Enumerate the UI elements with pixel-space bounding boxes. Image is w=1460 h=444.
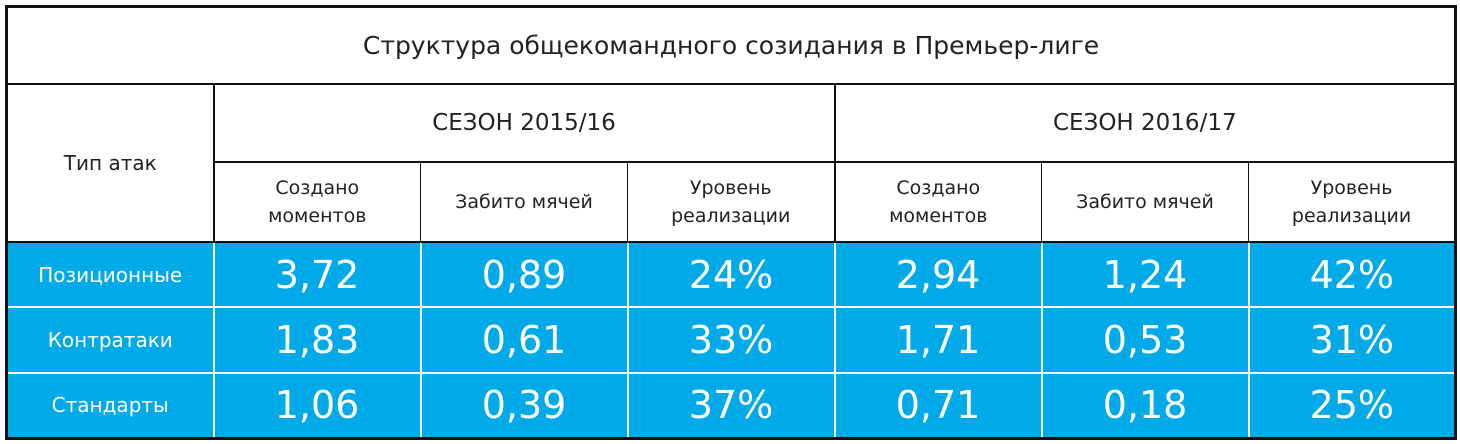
column-header-line: Создано: [275, 177, 360, 199]
table-title: Структура общекомандного созидания в Пре…: [6, 6, 1456, 85]
column-header-line: Забито мячей: [1076, 191, 1214, 213]
title-row: Структура общекомандного созидания в Пре…: [6, 6, 1456, 85]
column-header: Уровень реализации: [627, 162, 835, 243]
data-cell: 33%: [626, 306, 836, 374]
column-header: Уровень реализации: [1247, 162, 1456, 243]
column-header-line: реализации: [671, 205, 791, 227]
data-cell: 0,39: [419, 371, 629, 440]
data-cell: 1,24: [1040, 240, 1250, 309]
data-cell: 1,83: [212, 306, 422, 374]
column-header: Забито мячей: [1041, 162, 1249, 243]
data-cell: 0,61: [419, 306, 629, 374]
column-header-line: моментов: [268, 205, 367, 227]
stats-table: Структура общекомандного созидания в Пре…: [5, 5, 1458, 440]
season-header: СЕЗОН 2015/16: [212, 84, 835, 163]
column-row: Создано моментов Забито мячей Уровень реализ…: [7, 162, 1456, 243]
column-header-line: Уровень: [1310, 177, 1393, 199]
data-cell: 42%: [1247, 240, 1457, 309]
column-header: Создано моментов: [833, 162, 1042, 243]
column-header: Забито мячей: [420, 162, 628, 243]
data-cell: 31%: [1247, 306, 1457, 374]
column-header-line: Забито мячей: [455, 191, 593, 213]
column-header-line: Создано: [896, 177, 981, 199]
data-cell: 0,53: [1040, 306, 1250, 374]
season-header: СЕЗОН 2016/17: [833, 84, 1456, 163]
data-cell: 2,94: [833, 240, 1043, 309]
data-cell: 37%: [626, 371, 836, 440]
column-header: Создано моментов: [212, 162, 421, 243]
data-cell: 24%: [626, 240, 836, 309]
data-row: Контратаки 1,83 0,61 33% 1,71 0,53 31%: [6, 306, 1457, 374]
data-cell: 1,06: [212, 371, 422, 440]
data-row: Стандарты 1,06 0,39 37% 0,71 0,18 25%: [6, 371, 1457, 440]
row-label: Контратаки: [6, 306, 215, 374]
column-header-line: моментов: [889, 205, 988, 227]
data-cell: 25%: [1247, 371, 1457, 440]
data-cell: 0,18: [1040, 371, 1250, 440]
data-cell: 0,89: [419, 240, 629, 309]
data-row: Позиционные 3,72 0,89 24% 2,94 1,24 42%: [6, 240, 1457, 309]
row-header: Тип атак: [6, 84, 214, 243]
season-row: Тип атак СЕЗОН 2015/16 СЕЗОН 2016/17: [6, 84, 1456, 243]
row-label: Стандарты: [6, 371, 215, 440]
column-header-line: реализации: [1291, 205, 1412, 227]
column-header-line: Уровень: [689, 177, 772, 199]
data-cell: 0,71: [833, 371, 1043, 440]
table-body: Структура общекомандного созидания в Пре…: [6, 6, 1457, 440]
row-label: Позиционные: [6, 240, 215, 309]
data-cell: 3,72: [212, 240, 422, 309]
data-cell: 1,71: [833, 306, 1043, 374]
